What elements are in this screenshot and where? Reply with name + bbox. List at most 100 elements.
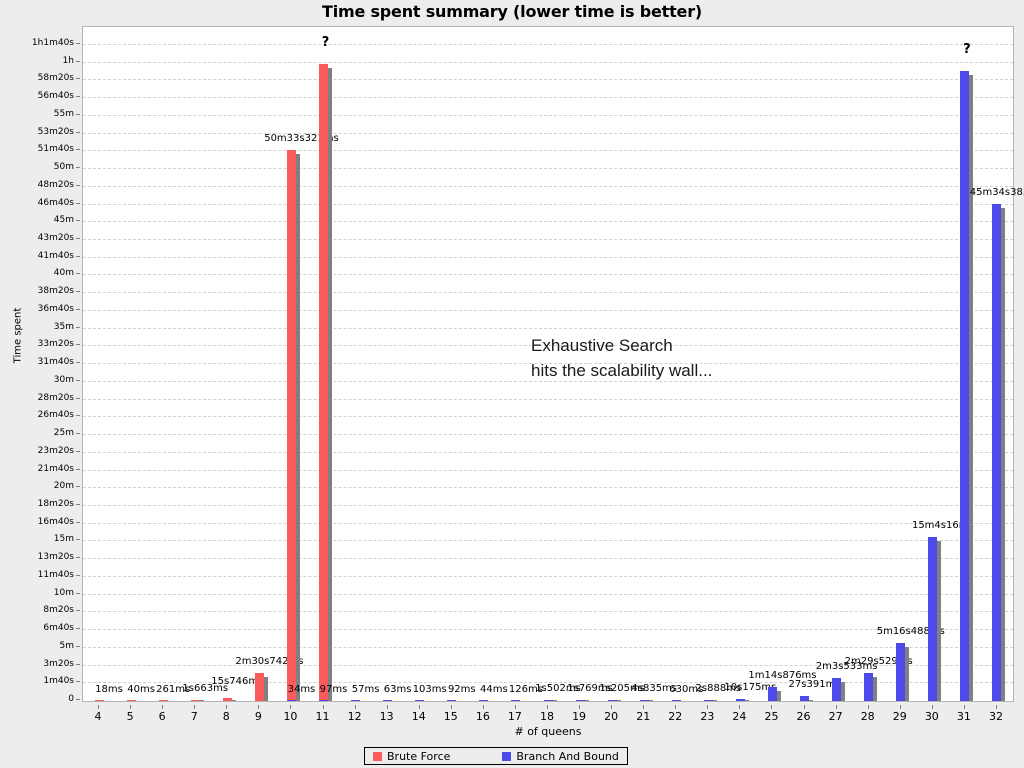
bar[interactable] (607, 700, 617, 701)
bar[interactable] (575, 700, 585, 701)
bar[interactable] (319, 700, 329, 701)
gridline (83, 221, 1013, 223)
bar[interactable] (479, 700, 489, 701)
x-tick-label: 30 (924, 710, 939, 723)
x-tick-mark (386, 705, 388, 709)
bar[interactable] (126, 700, 136, 701)
y-tick-mark (76, 131, 80, 133)
x-tick-mark (611, 705, 613, 709)
bar-value-label: 27s391ms (788, 679, 841, 690)
bar-value-label: 4s835ms (631, 683, 678, 694)
y-tick-mark (76, 220, 80, 222)
x-tick-mark (130, 705, 132, 709)
y-tick-label: 20m (53, 481, 74, 492)
bar[interactable] (383, 700, 393, 701)
bar[interactable] (286, 700, 296, 701)
y-tick-mark (76, 681, 80, 683)
x-tick-mark (258, 705, 260, 709)
bar[interactable] (767, 687, 777, 701)
x-axis: 4 5 6 7 8 9 10 11 12 13 14 15 16 17 18 19 20 21 22 23 24 25 26… (82, 705, 1014, 723)
y-tick-label: 1m40s (43, 676, 74, 687)
y-tick-mark (76, 344, 80, 346)
y-tick-mark (76, 308, 80, 310)
bar[interactable] (447, 700, 457, 701)
bar[interactable] (511, 700, 521, 701)
bar-value-label: ? (963, 42, 971, 57)
bar-shadow (229, 700, 236, 701)
y-axis-title: Time spent (12, 307, 24, 364)
x-tick-mark (98, 705, 100, 709)
y-tick-label: 43m20s (37, 233, 74, 244)
legend-item-brute-force[interactable]: Brute Force (373, 750, 450, 763)
bar[interactable] (800, 696, 810, 701)
x-tick-label: 28 (860, 710, 875, 723)
y-tick-label: 56m40s (37, 91, 74, 102)
x-tick-label: 9 (254, 710, 262, 723)
y-tick-mark (76, 592, 80, 594)
gridline (83, 132, 1013, 134)
legend-item-branch-and-bound[interactable]: Branch And Bound (502, 750, 619, 763)
y-tick-mark (76, 486, 80, 488)
bar[interactable] (671, 700, 681, 701)
x-tick-label: 23 (700, 710, 715, 723)
legend-label-brute-force: Brute Force (387, 749, 451, 763)
bar[interactable] (864, 673, 874, 701)
x-tick-label: 22 (668, 710, 683, 723)
gridline (83, 575, 1013, 577)
y-tick-label: 15m (53, 534, 74, 545)
annotation-text: Exhaustive Search hits the scalability w… (531, 336, 713, 380)
bar[interactable] (351, 700, 361, 701)
bar[interactable] (735, 699, 745, 701)
y-tick-label: 53m20s (37, 126, 74, 137)
gridline (83, 646, 1013, 648)
gridline (83, 416, 1013, 418)
bar[interactable] (992, 204, 1002, 701)
y-tick-label: 8m20s (43, 605, 74, 616)
x-tick-label: 16 (475, 710, 490, 723)
bar[interactable] (415, 700, 425, 701)
bar[interactable] (286, 150, 296, 701)
y-tick-mark (76, 574, 80, 576)
bar[interactable] (254, 673, 264, 701)
x-tick-mark (290, 705, 292, 709)
bar[interactable] (158, 700, 168, 701)
x-tick-label: 11 (315, 710, 330, 723)
bar[interactable] (703, 700, 713, 701)
bar-shadow (903, 647, 910, 701)
bar[interactable] (543, 700, 553, 701)
bar[interactable] (928, 537, 938, 701)
y-tick-mark (76, 96, 80, 98)
bar[interactable] (896, 643, 906, 701)
bar[interactable] (222, 698, 232, 701)
bar-value-label: 103ms (412, 684, 447, 695)
gridline (83, 345, 1013, 347)
bar[interactable] (190, 700, 200, 701)
bar-shadow (935, 541, 942, 701)
gridline (83, 61, 1013, 63)
bar[interactable] (960, 71, 970, 701)
gridline (83, 434, 1013, 436)
y-tick-label: 38m20s (37, 286, 74, 297)
bar-value-label: 50m33s321ms (264, 133, 339, 144)
legend-swatch-branch-and-bound (502, 751, 512, 761)
y-tick-mark (76, 379, 80, 381)
y-tick-label: 3m20s (43, 658, 74, 669)
gridline (83, 611, 1013, 613)
y-tick-mark (76, 291, 80, 293)
y-tick-mark (76, 610, 80, 612)
y-tick-mark (76, 645, 80, 647)
x-tick-label: 26 (796, 710, 811, 723)
y-tick-mark (76, 503, 80, 505)
bar[interactable] (832, 678, 842, 701)
bar[interactable] (639, 700, 649, 701)
x-tick-label: 17 (507, 710, 522, 723)
y-tick-mark (76, 663, 80, 665)
bar-shadow (614, 700, 621, 701)
bar[interactable] (319, 64, 329, 701)
x-tick-label: 21 (636, 710, 651, 723)
bar[interactable] (94, 700, 104, 701)
y-tick-mark (76, 149, 80, 151)
bar-value-label: 40ms (127, 684, 155, 695)
bar-shadow (871, 677, 878, 701)
x-tick-label: 31 (956, 710, 971, 723)
